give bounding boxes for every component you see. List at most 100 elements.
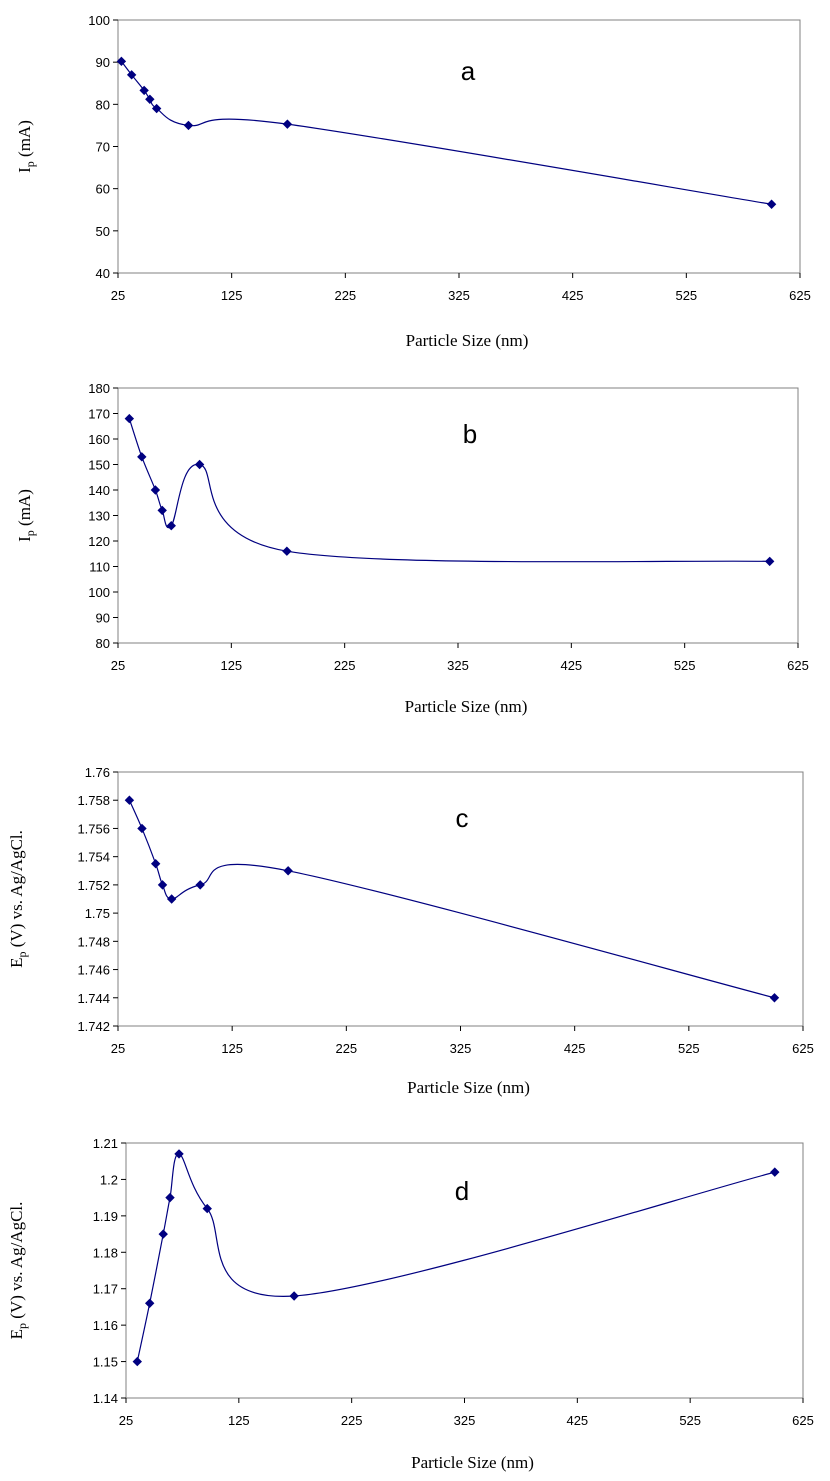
panel-b-x-tick-label: 325 — [447, 658, 469, 673]
panel-b-data-point — [150, 485, 161, 495]
panel-c-y-tick-label: 1.742 — [77, 1019, 110, 1034]
panel-b-y-tick-label: 130 — [88, 509, 110, 524]
panel-b-y-axis-title: Ip (mA) — [15, 489, 37, 542]
panel-a-data-point — [766, 199, 777, 209]
panel-d-y-tick-label: 1.18 — [93, 1245, 118, 1260]
panel-b-y-tick-label: 170 — [88, 407, 110, 422]
panel-c-x-tick-label: 125 — [221, 1041, 243, 1056]
panel-b-x-tick-label: 625 — [787, 658, 809, 673]
panel-a-y-tick-label: 90 — [96, 55, 110, 70]
panel-a-data-point — [282, 119, 293, 129]
panel-b-x-axis-title: Particle Size (nm) — [405, 697, 528, 716]
panel-d-x-axis-title: Particle Size (nm) — [411, 1453, 534, 1472]
panel-b-series-line — [128, 418, 770, 563]
panel-c-x-tick-label: 225 — [335, 1041, 357, 1056]
panel-c-x-tick-label: 325 — [450, 1041, 472, 1056]
panel-b-y-tick-label: 110 — [89, 560, 110, 575]
panel-d-chart: d Particle Size (nm) Ep (V) vs. Ag/AgCl.… — [7, 1136, 814, 1472]
panel-a-y-axis-title-main: I — [15, 167, 34, 173]
panel-a-data-point — [183, 120, 194, 131]
panel-b-data-point — [764, 556, 775, 567]
panel-d-series-line — [136, 1153, 775, 1362]
panel-c-x-tick-label: 425 — [564, 1041, 586, 1056]
panel-d-data-point — [165, 1192, 175, 1203]
panel-c-y-tick-label: 1.756 — [77, 821, 110, 836]
panel-a-x-tick-label: 125 — [221, 288, 243, 303]
panel-a-x-tick-label: 425 — [562, 288, 584, 303]
panel-c-y-axis-title-rest: (V) vs. Ag/AgCl. — [7, 830, 26, 951]
panel-b-y-axis-title-main: I — [15, 536, 34, 542]
panel-a-data-point — [126, 70, 137, 80]
panel-a-y-axis-title: Ip (mA) — [15, 120, 37, 173]
panel-a-data-point — [116, 56, 127, 67]
panel-a-y-tick-label: 70 — [96, 140, 110, 155]
panel-a-x-tick-label: 325 — [448, 288, 470, 303]
panel-d-y-axis-title-rest: (V) vs. Ag/AgCl. — [7, 1202, 26, 1323]
panel-b-y-tick-label: 120 — [88, 534, 110, 549]
panel-a-y-axis-title-rest: (mA) — [15, 120, 34, 161]
panel-d-y-tick-label: 1.19 — [93, 1209, 118, 1224]
panel-d-x-tick-label: 125 — [228, 1413, 250, 1428]
panel-c-x-axis-title: Particle Size (nm) — [407, 1078, 530, 1097]
panel-c-y-axis-title: Ep (V) vs. Ag/AgCl. — [7, 830, 29, 968]
panel-b-y-tick-label: 150 — [88, 458, 110, 473]
panel-b-data-point — [166, 520, 176, 531]
panel-b-data-point — [282, 546, 292, 556]
panel-c-data-point — [137, 823, 147, 834]
panel-d-y-tick-label: 1.2 — [100, 1172, 118, 1187]
panel-a-x-tick-label: 625 — [789, 288, 811, 303]
panel-c-chart: c Particle Size (nm) Ep (V) vs. Ag/AgCl.… — [7, 765, 814, 1097]
panel-b-x-tick-label: 125 — [220, 658, 242, 673]
panel-d-y-axis-title-main: E — [7, 1329, 26, 1339]
panel-d-x-tick-label: 525 — [679, 1413, 701, 1428]
panel-c-label: c — [456, 803, 469, 833]
panel-b-plot-area — [117, 387, 799, 644]
panel-a-series-line — [120, 60, 772, 205]
panel-d-label: d — [455, 1176, 469, 1206]
panel-b-data-point — [124, 413, 135, 424]
panel-c-x-tick-label: 25 — [111, 1041, 125, 1056]
panel-d-x-tick-label: 325 — [454, 1413, 476, 1428]
panel-c-y-tick-label: 1.758 — [77, 793, 110, 808]
panel-c-y-tick-label: 1.754 — [77, 850, 110, 865]
panel-b-y-tick-label: 180 — [88, 381, 110, 396]
panel-a-y-tick-label: 100 — [88, 13, 110, 28]
panel-a-x-tick-label: 25 — [111, 288, 125, 303]
panel-a-data-point — [145, 94, 155, 104]
panel-d-data-point — [144, 1298, 155, 1308]
panel-a-label: a — [461, 56, 476, 86]
panel-d-data-point — [174, 1149, 184, 1159]
panel-d-y-tick-label: 1.17 — [93, 1282, 118, 1297]
panel-a-x-tick-label: 225 — [334, 288, 356, 303]
panel-a-data-point — [139, 85, 149, 96]
panel-c-y-tick-label: 1.752 — [77, 878, 110, 893]
panel-d-x-tick-label: 225 — [341, 1413, 363, 1428]
panel-b-y-tick-label: 90 — [96, 611, 110, 626]
panel-d-data-point — [132, 1356, 142, 1367]
panel-d-y-tick-label: 1.14 — [93, 1391, 118, 1406]
panel-c-data-point — [195, 880, 205, 890]
panel-c-y-axis-title-main: E — [7, 957, 26, 967]
panel-b-x-tick-label: 25 — [111, 658, 125, 673]
panel-a-y-tick-label: 50 — [96, 224, 110, 239]
panel-b-x-tick-label: 425 — [560, 658, 582, 673]
panel-b-data-point — [157, 505, 167, 516]
panel-b-x-tick-label: 225 — [334, 658, 356, 673]
panel-b-data-point — [137, 452, 147, 462]
panel-d-y-tick-label: 1.16 — [93, 1318, 118, 1333]
panel-d-y-axis-title: Ep (V) vs. Ag/AgCl. — [7, 1202, 29, 1340]
panel-b-y-tick-label: 140 — [88, 483, 110, 498]
panel-d-y-axis-title-subscript: p — [15, 1323, 29, 1329]
panel-c-x-tick-label: 625 — [792, 1041, 814, 1056]
panel-d-x-tick-label: 625 — [792, 1413, 814, 1428]
panel-c-y-tick-label: 1.746 — [77, 963, 110, 978]
panel-c-y-axis-title-subscript: p — [15, 951, 29, 957]
panel-b-y-tick-label: 100 — [88, 585, 110, 600]
panel-c-data-point — [124, 795, 135, 805]
panel-c-y-tick-label: 1.76 — [85, 765, 110, 780]
panel-a-data-point — [151, 103, 162, 114]
panel-b-x-tick-label: 525 — [674, 658, 696, 673]
panel-c-y-tick-label: 1.75 — [85, 906, 110, 921]
panel-c-y-tick-label: 1.744 — [77, 991, 110, 1006]
panel-d-data-point — [158, 1229, 168, 1239]
